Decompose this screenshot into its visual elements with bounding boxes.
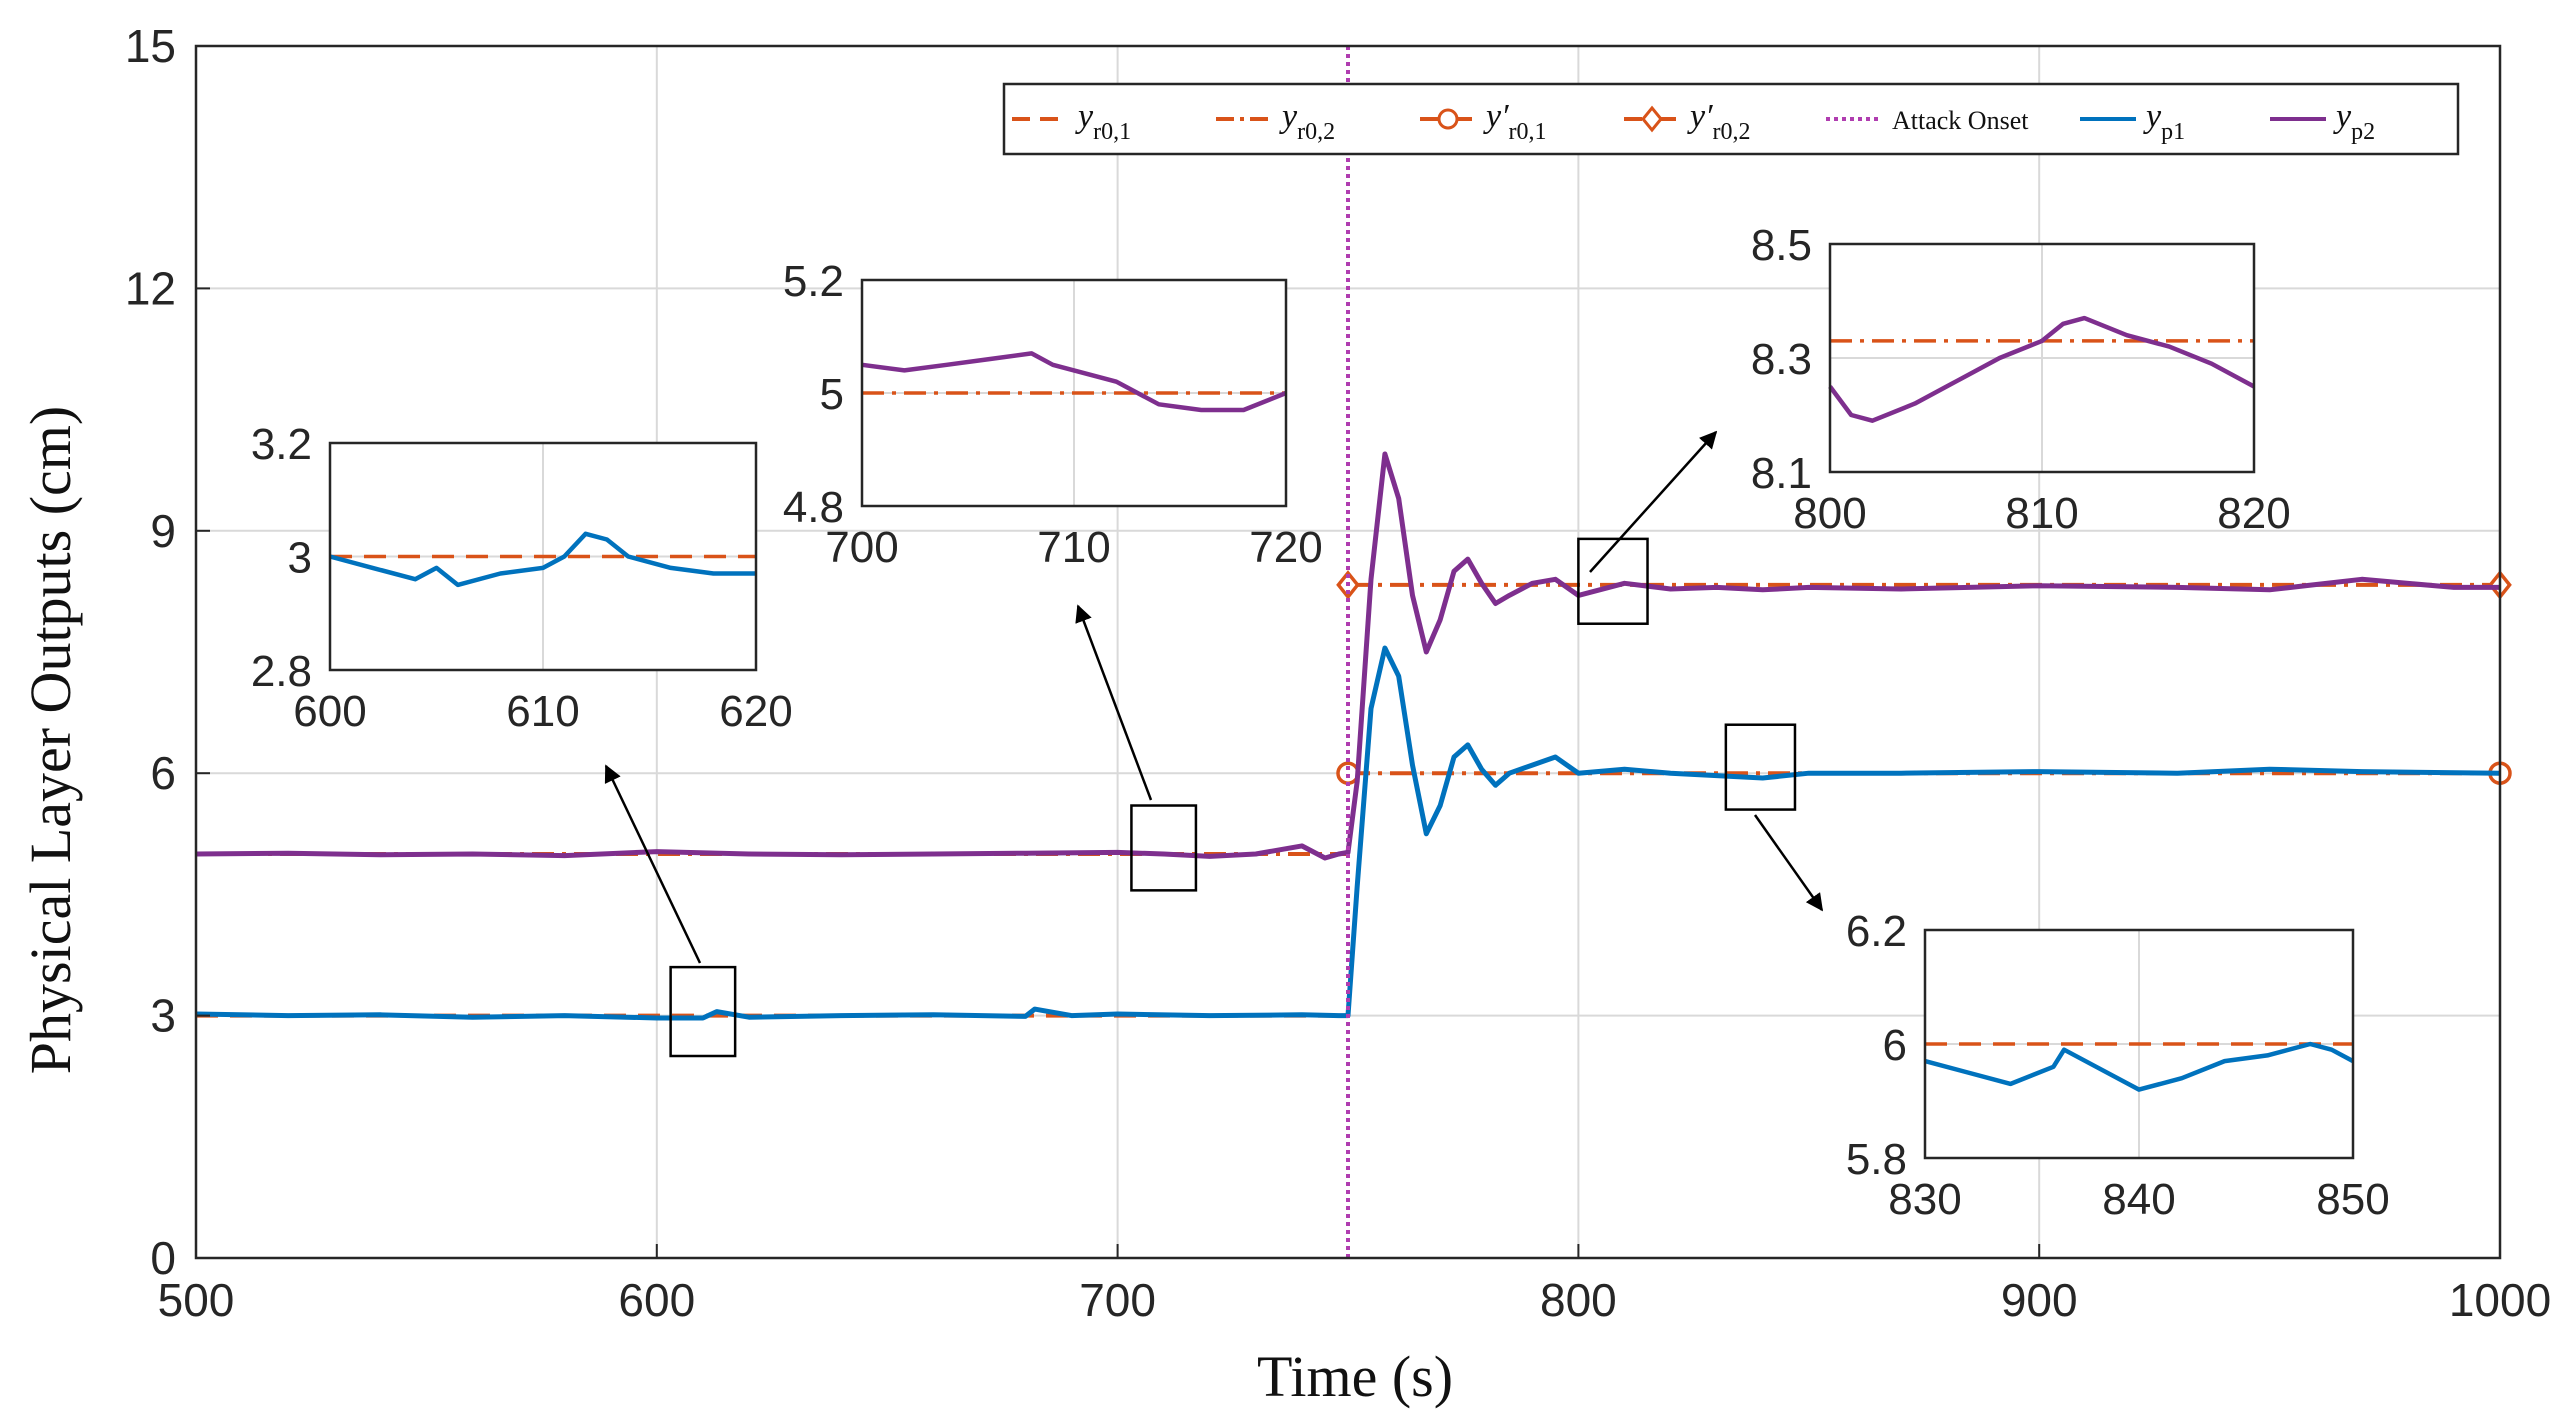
legend-label-name: y [2333, 98, 2352, 135]
inset-x-tick-label: 710 [1037, 523, 1110, 572]
x-tick-label: 800 [1540, 1274, 1617, 1326]
inset-frame [1828, 242, 2256, 474]
x-tick-label: 1000 [2449, 1274, 2551, 1326]
inset-y-tick-label: 5 [820, 370, 844, 419]
legend-label-name: y [1279, 98, 1298, 135]
legend-item-5: yp1 [2080, 98, 2185, 145]
inset-x-tick-label: 700 [825, 523, 898, 572]
inset-x-tick-label: 840 [2102, 1175, 2175, 1224]
inset-x-tick-label: 600 [293, 687, 366, 736]
inset-series-line [861, 351, 1287, 413]
zoom-annotations [604, 430, 1824, 1058]
x-tick-label: 900 [2001, 1274, 2078, 1326]
y-tick-label: 9 [150, 505, 176, 557]
inset-x-tick-label: 610 [506, 687, 579, 736]
legend-circle-marker [1437, 108, 1459, 130]
legend-label-name: y′ [1687, 98, 1713, 135]
legend-item-3: y′r0,2 [1624, 98, 1751, 145]
zoom-arrow [1075, 604, 1153, 801]
inset-y-tick-label: 6.2 [1846, 907, 1907, 956]
inset-series-line [1828, 315, 2256, 423]
legend-item-6: yp2 [2270, 98, 2375, 145]
inset-x-tick-label: 620 [719, 687, 792, 736]
legend-label-subscript: r0,2 [1713, 119, 1751, 145]
legend-item-0: yr0,1 [1012, 98, 1131, 145]
inset-frame [328, 441, 758, 672]
inset-4: 830 840 850 5.8 6 6.2 [1846, 907, 2390, 1224]
legend-label-subscript: r0,2 [1297, 119, 1335, 145]
inset-y-tick-label: 8.1 [1751, 449, 1812, 498]
legend-item-2: y′r0,1 [1420, 98, 1547, 145]
legend-item-1: yr0,2 [1216, 98, 1335, 145]
inset-frame [1923, 928, 2355, 1160]
inset-x-tick-label: 830 [1888, 1175, 1961, 1224]
zoom-box [1577, 537, 1649, 625]
zoom-box [1130, 804, 1198, 892]
legend-item-4: Attack Onset [1826, 106, 2029, 135]
series-yp2 [195, 451, 2500, 861]
main-axes: 500 600 700 800 900 1000 0 3 6 9 12 15 [125, 20, 2551, 1326]
zoom-arrow [1753, 814, 1824, 912]
inset-y-tick-label: 8.3 [1751, 335, 1812, 384]
x-axis-label: Time (s) [1257, 1344, 1453, 1409]
legend-label: y′r0,2 [1687, 98, 1751, 145]
legend-label: yr0,1 [1075, 98, 1131, 145]
plot-frame [194, 44, 2502, 1260]
zoom-box [1724, 723, 1797, 811]
inset-2: 700 710 720 4.8 5 5.2 [783, 257, 1323, 572]
y-tick-label: 6 [150, 747, 176, 799]
inset-x-tick-label: 800 [1793, 489, 1866, 538]
y-tick-label: 0 [150, 1232, 176, 1284]
y-axis-label: Physical Layer Outputs (cm) [18, 406, 83, 1074]
legend-label-subscript: r0,1 [1093, 119, 1131, 145]
inset-1: 600 610 620 2.8 3 3.2 [251, 420, 793, 736]
legend-label-name: y [1075, 98, 1094, 135]
inset-y-tick-label: 5.8 [1846, 1135, 1907, 1184]
inset-y-tick-label: 3.2 [251, 420, 312, 469]
main-plot-area [195, 46, 2512, 1258]
legend-label: yr0,2 [1279, 98, 1335, 145]
inset-series-line [1924, 1041, 2355, 1092]
legend-label-name: y [2143, 98, 2162, 135]
y-tick-label: 3 [150, 990, 176, 1042]
inset-plots: 600 610 620 2.8 3 3.2 700 710 720 4.8 5 5.2 800 810 82… [251, 221, 2390, 1224]
zoom-arrow [1589, 430, 1718, 573]
legend-label-subscript: r0,1 [1509, 119, 1547, 145]
legend-label-subscript: p2 [2351, 119, 2375, 145]
x-tick-label: 500 [158, 1274, 235, 1326]
inset-3: 800 810 820 8.1 8.3 8.5 [1751, 221, 2291, 538]
legend: yr0,1 yr0,2 y′r0,1 y′r0,2 Attack Onset yp1 yp2 [1002, 82, 2460, 156]
inset-series-line [329, 531, 756, 588]
legend-label: Attack Onset [1892, 106, 2029, 135]
inset-x-tick-label: 820 [2217, 489, 2290, 538]
inset-y-tick-label: 6 [1883, 1021, 1907, 1070]
zoom-box [669, 965, 737, 1058]
inset-y-tick-label: 8.5 [1751, 221, 1812, 270]
legend-label-subscript: p1 [2161, 119, 2185, 145]
y-tick-label: 15 [125, 20, 176, 72]
legend-label: y′r0,1 [1483, 98, 1547, 145]
legend-box [1002, 82, 2460, 156]
x-tick-label: 600 [618, 1274, 695, 1326]
inset-x-tick-label: 850 [2316, 1175, 2389, 1224]
x-tick-label: 700 [1079, 1274, 1156, 1326]
inset-y-tick-label: 3 [288, 534, 312, 583]
inset-x-tick-label: 810 [2005, 489, 2078, 538]
legend-label: yp1 [2143, 98, 2185, 145]
inset-y-tick-label: 2.8 [251, 647, 312, 696]
inset-frame [860, 278, 1288, 508]
inset-y-tick-label: 5.2 [783, 257, 844, 306]
legend-diamond-marker [1641, 105, 1663, 133]
series-yp1 [195, 645, 2501, 1021]
legend-label: yp2 [2333, 98, 2375, 145]
inset-y-tick-label: 4.8 [783, 483, 844, 532]
zoom-arrow [604, 764, 702, 964]
legend-label-name: y′ [1483, 98, 1509, 135]
y-tick-label: 12 [125, 262, 176, 314]
inset-x-tick-label: 720 [1249, 523, 1322, 572]
